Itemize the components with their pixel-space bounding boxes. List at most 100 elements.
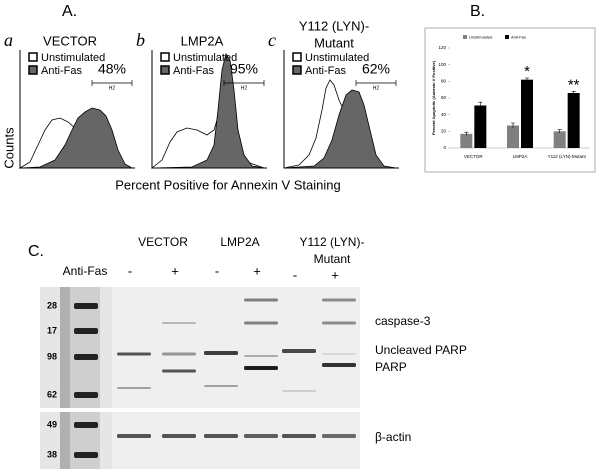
anti-fas-histogram [151, 53, 265, 169]
protein-band [322, 321, 356, 325]
group-label: LMP2A [220, 235, 259, 249]
x-tick-label: LMP2A [513, 154, 528, 159]
legend-swatch [160, 65, 170, 75]
axes [283, 50, 399, 169]
ladder-lane [60, 287, 70, 353]
protein-band [322, 298, 356, 302]
band-label: caspase-3 [375, 314, 431, 328]
ladder-band [74, 303, 98, 309]
protein-band [322, 363, 356, 367]
x-tick-label: VECTOR [464, 154, 483, 159]
ladder-band [74, 452, 98, 458]
ladder-band [74, 392, 98, 398]
ladder-lane [60, 338, 70, 408]
gate-bracket [223, 80, 265, 86]
protein-band [244, 434, 278, 438]
error-bar [557, 129, 562, 133]
treatment-sign: + [253, 263, 261, 278]
legend-swatch [292, 52, 302, 62]
panel-title: LMP2A [181, 33, 224, 48]
legend-label: Unstimulated [469, 35, 492, 40]
legend-swatch [160, 52, 170, 62]
error-bar [478, 101, 483, 109]
y-tick-label: 40 [441, 112, 447, 117]
legend-swatch [28, 52, 38, 62]
ladder-band [74, 422, 98, 428]
legend-swatch [463, 35, 467, 39]
panel-letter: b [136, 30, 145, 50]
y-tick-label: 20 [441, 129, 447, 134]
y-axis-label: Percent Apoptotic (Annexin V Positive) [431, 60, 436, 135]
protein-band [162, 369, 196, 373]
percent-positive: 95% [230, 61, 258, 77]
y-tick-label: 120 [438, 45, 446, 50]
x-tick-label: Y112 (LYN)-Mutant [548, 154, 587, 159]
bar [553, 131, 566, 148]
protein-band [244, 355, 278, 357]
legend-label: Anti-Fas [305, 65, 346, 77]
y-tick-label: 60 [441, 95, 447, 100]
x-axis-label: Percent Positive for Annexin V Staining [115, 177, 340, 192]
treatment-sign: - [293, 267, 297, 282]
blot-lanes [112, 338, 360, 408]
legend-label: Anti-Fas [511, 35, 526, 40]
panel-title: Y112 (LYN)- [299, 18, 369, 33]
significance-marker: * [524, 63, 530, 80]
legend-swatch [505, 35, 509, 39]
legend-label: Unstimulated [173, 52, 237, 64]
band-label: Uncleaved PARP [375, 343, 467, 357]
panel-letter: a [4, 30, 13, 50]
protein-band [117, 434, 151, 438]
bar [567, 93, 580, 148]
bar [460, 133, 473, 148]
protein-band [244, 298, 278, 302]
protein-band [244, 321, 278, 325]
panel-title: VECTOR [43, 33, 97, 48]
group-label: Y112 (LYN)- [300, 235, 365, 249]
protein-band [244, 366, 278, 370]
blot-lanes [112, 412, 360, 469]
protein-band [204, 434, 238, 438]
legend-label: Unstimulated [41, 52, 105, 64]
percent-positive: 62% [362, 61, 390, 77]
protein-band [322, 434, 356, 438]
y-tick-label: 0 [443, 145, 446, 150]
protein-band [204, 385, 238, 387]
panel-title: Mutant [314, 35, 354, 50]
marker-size: 38 [47, 449, 57, 459]
panel-label: B. [470, 3, 485, 20]
error-bar [511, 122, 515, 128]
group-label: Mutant [314, 252, 351, 266]
anti-fas-histogram [19, 107, 134, 169]
band-label: PARP [375, 360, 407, 374]
protein-band [117, 352, 151, 356]
significance-marker: ** [568, 76, 580, 93]
bar [507, 125, 519, 148]
protein-band [162, 352, 196, 356]
ladder-lane [70, 412, 100, 469]
treatment-label: Anti-Fas [63, 264, 108, 278]
legend-label: Anti-Fas [173, 65, 214, 77]
ladder-lane [60, 412, 70, 469]
legend-swatch [28, 65, 38, 75]
gate-label: H2 [109, 85, 116, 91]
panel-letter: c [268, 30, 276, 50]
histogram [283, 50, 399, 169]
panel-label: A. [62, 3, 77, 20]
y-axis-label: Counts [1, 127, 16, 169]
bar [474, 105, 487, 148]
protein-band [282, 434, 316, 438]
marker-size: 98 [47, 351, 57, 361]
marker-size: 28 [47, 300, 57, 310]
gate-label: H2 [373, 85, 380, 91]
treatment-sign: + [171, 263, 179, 278]
error-bar [525, 77, 529, 82]
axes [151, 50, 267, 169]
protein-band [162, 322, 196, 324]
error-bar [464, 131, 469, 136]
treatment-sign: + [331, 267, 339, 282]
marker-size: 62 [47, 389, 57, 399]
marker-size: 17 [47, 325, 57, 335]
bar [521, 79, 533, 148]
